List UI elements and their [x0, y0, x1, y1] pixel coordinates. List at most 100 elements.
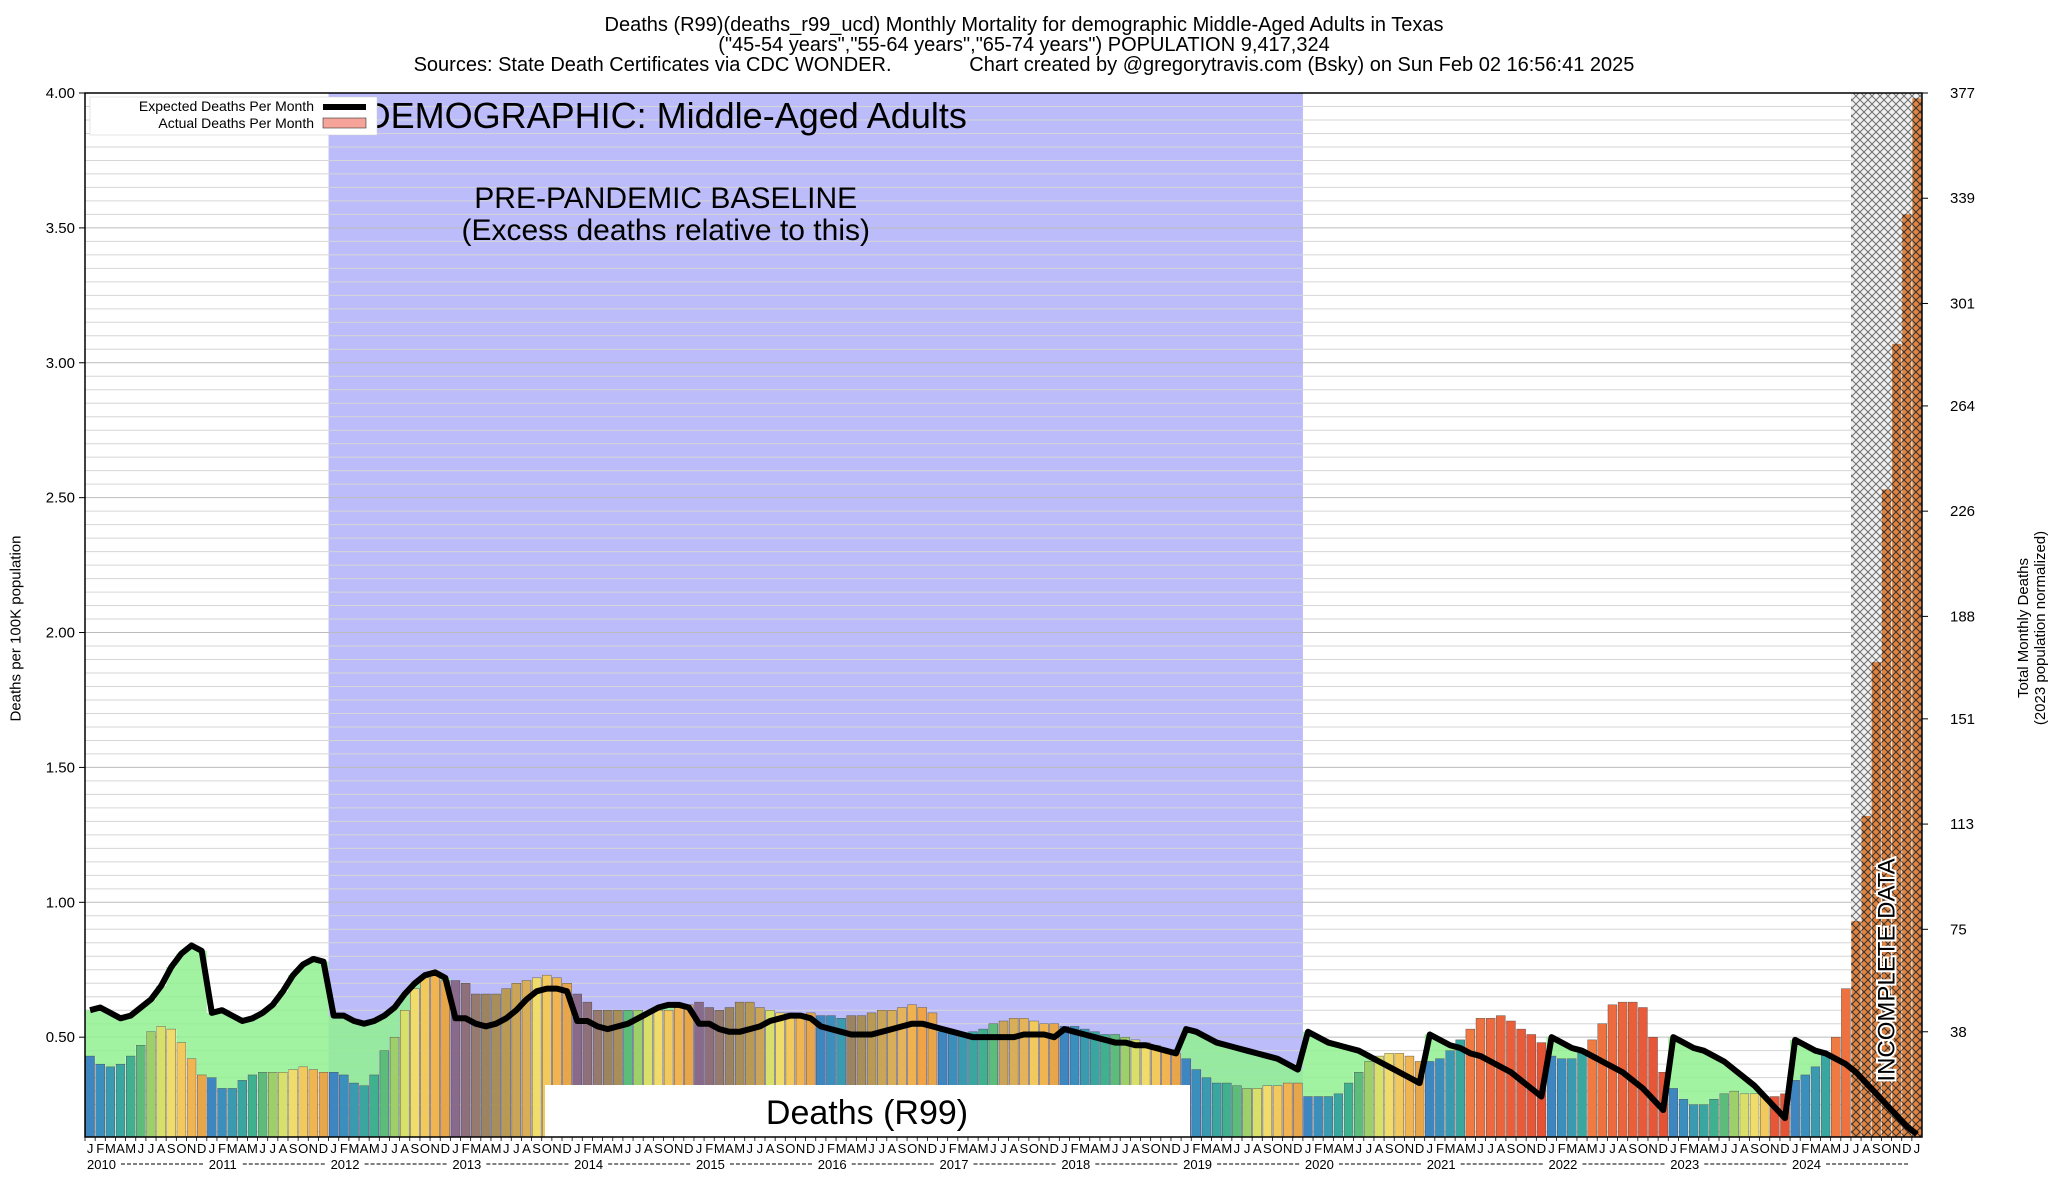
x-month-label: D — [1293, 1141, 1302, 1156]
x-month-label: A — [238, 1141, 247, 1156]
actual-bar — [1465, 1028, 1476, 1138]
y2-tick-label: 151 — [1950, 711, 1975, 728]
actual-bar — [288, 1069, 298, 1138]
x-month-label: M — [714, 1141, 725, 1156]
x-month-label: F — [1192, 1141, 1200, 1156]
x-month-label: J — [1112, 1141, 1119, 1156]
x-month-label: J — [381, 1141, 388, 1156]
x-month-label: M — [734, 1141, 745, 1156]
baseline-label: PRE-PANDEMIC BASELINE — [474, 182, 857, 215]
x-month-label: S — [289, 1141, 298, 1156]
actual-bar — [328, 1072, 339, 1138]
x-month-label: S — [1507, 1141, 1516, 1156]
chart-annotations: Deaths (R99) DEMOGRAPHIC: Middle-Aged Adu… — [365, 95, 1903, 1132]
x-month-label: S — [532, 1141, 541, 1156]
x-month-label: F — [583, 1141, 591, 1156]
x-month-label: S — [1385, 1141, 1394, 1156]
x-month-label: N — [187, 1141, 196, 1156]
x-month-label: J — [209, 1141, 216, 1156]
incomplete-data-label: INCOMPLETE DATA — [1873, 858, 1900, 1081]
x-month-label: O — [420, 1141, 430, 1156]
x-month-label: O — [1394, 1141, 1404, 1156]
x-year-label: 2022 — [1548, 1157, 1577, 1172]
x-month-label: S — [1141, 1141, 1150, 1156]
x-month-label: M — [1201, 1141, 1212, 1156]
x-month-label: S — [898, 1141, 907, 1156]
x-month-label: J — [1609, 1141, 1616, 1156]
x-month-label: S — [167, 1141, 176, 1156]
actual-bar — [1709, 1099, 1719, 1138]
x-month-label: D — [1659, 1141, 1668, 1156]
expected-deaths-line — [89, 942, 1919, 1137]
x-year-label: 2015 — [696, 1157, 725, 1172]
x-month-label: J — [878, 1141, 885, 1156]
legend-expected-label: Expected Deaths Per Month — [139, 98, 314, 114]
x-month-label: N — [1405, 1141, 1414, 1156]
x-month-label: A — [157, 1141, 166, 1156]
y2-axis-label-line1: Total Monthly Deaths — [2015, 557, 2032, 699]
x-month-label: A — [1862, 1141, 1871, 1156]
x-month-label: J — [635, 1141, 642, 1156]
x-month-label: J — [1548, 1141, 1555, 1156]
x-year-label: 2024 — [1792, 1157, 1821, 1172]
x-month-label: O — [664, 1141, 674, 1156]
x-month-label: J — [1721, 1141, 1728, 1156]
incomplete-bar-hatch — [1851, 921, 1861, 1137]
x-month-label: J — [1487, 1141, 1494, 1156]
x-year-label: 2016 — [818, 1157, 847, 1172]
x-month-label: O — [1760, 1141, 1770, 1156]
y2-tick-label: 113 — [1950, 816, 1974, 833]
actual-bar — [1557, 1058, 1567, 1138]
x-year-label: 2020 — [1305, 1157, 1334, 1172]
x-month-label: J — [1853, 1141, 1860, 1156]
x-month-label: S — [776, 1141, 785, 1156]
y-tick-label: 2.00 — [46, 625, 75, 642]
x-month-label: J — [1792, 1141, 1799, 1156]
actual-bar — [1232, 1085, 1242, 1138]
x-month-label: M — [1709, 1141, 1720, 1156]
actual-bar — [1577, 1053, 1587, 1138]
y-tick-label: 3.50 — [46, 220, 75, 237]
x-month-label: O — [907, 1141, 917, 1156]
chart-title: Deaths (R99)(deaths_r99_ucd) Monthly Mor… — [604, 14, 1444, 36]
x-month-label: N — [1648, 1141, 1657, 1156]
actual-bar — [460, 983, 471, 1138]
x-month-label: F — [462, 1141, 470, 1156]
actual-bar — [1567, 1058, 1577, 1138]
x-month-label: D — [197, 1141, 206, 1156]
actual-bar — [481, 993, 491, 1138]
x-month-label: J — [1427, 1141, 1434, 1156]
x-month-label: M — [1688, 1141, 1699, 1156]
actual-bar — [1354, 1072, 1364, 1138]
legend-actual-swatch — [322, 117, 367, 129]
y2-tick-label: 75 — [1950, 921, 1967, 938]
incomplete-bar-hatch — [1912, 98, 1922, 1137]
actual-bar — [1435, 1058, 1445, 1138]
actual-bar — [1790, 1080, 1800, 1138]
x-month-label: J — [747, 1141, 754, 1156]
x-year-label: 2014 — [574, 1157, 603, 1172]
actual-bar — [369, 1074, 379, 1138]
actual-bar — [217, 1088, 227, 1138]
y-axis-label: Deaths per 100K population — [7, 535, 25, 722]
x-month-label: N — [1527, 1141, 1536, 1156]
y2-tick-label: 38 — [1950, 1024, 1967, 1041]
actual-bar — [1485, 1018, 1496, 1138]
actual-bar — [1831, 1036, 1841, 1138]
expected-line-path — [89, 942, 1919, 1137]
x-month-label: S — [1628, 1141, 1637, 1156]
actual-bar — [318, 1072, 329, 1138]
y2-tick-label: 339 — [1950, 190, 1975, 207]
actual-bar — [105, 1066, 116, 1138]
x-month-label: J — [270, 1141, 277, 1156]
actual-bar — [186, 1058, 197, 1138]
x-month-label: M — [957, 1141, 968, 1156]
x-month-label: M — [1221, 1141, 1232, 1156]
x-month-label: A — [766, 1141, 775, 1156]
x-month-label: F — [705, 1141, 713, 1156]
x-month-label: J — [757, 1141, 764, 1156]
x-month-label: J — [1670, 1141, 1677, 1156]
x-month-label: N — [796, 1141, 805, 1156]
legend-actual-label: Actual Deaths Per Month — [158, 115, 314, 131]
x-month-label: F — [827, 1141, 835, 1156]
